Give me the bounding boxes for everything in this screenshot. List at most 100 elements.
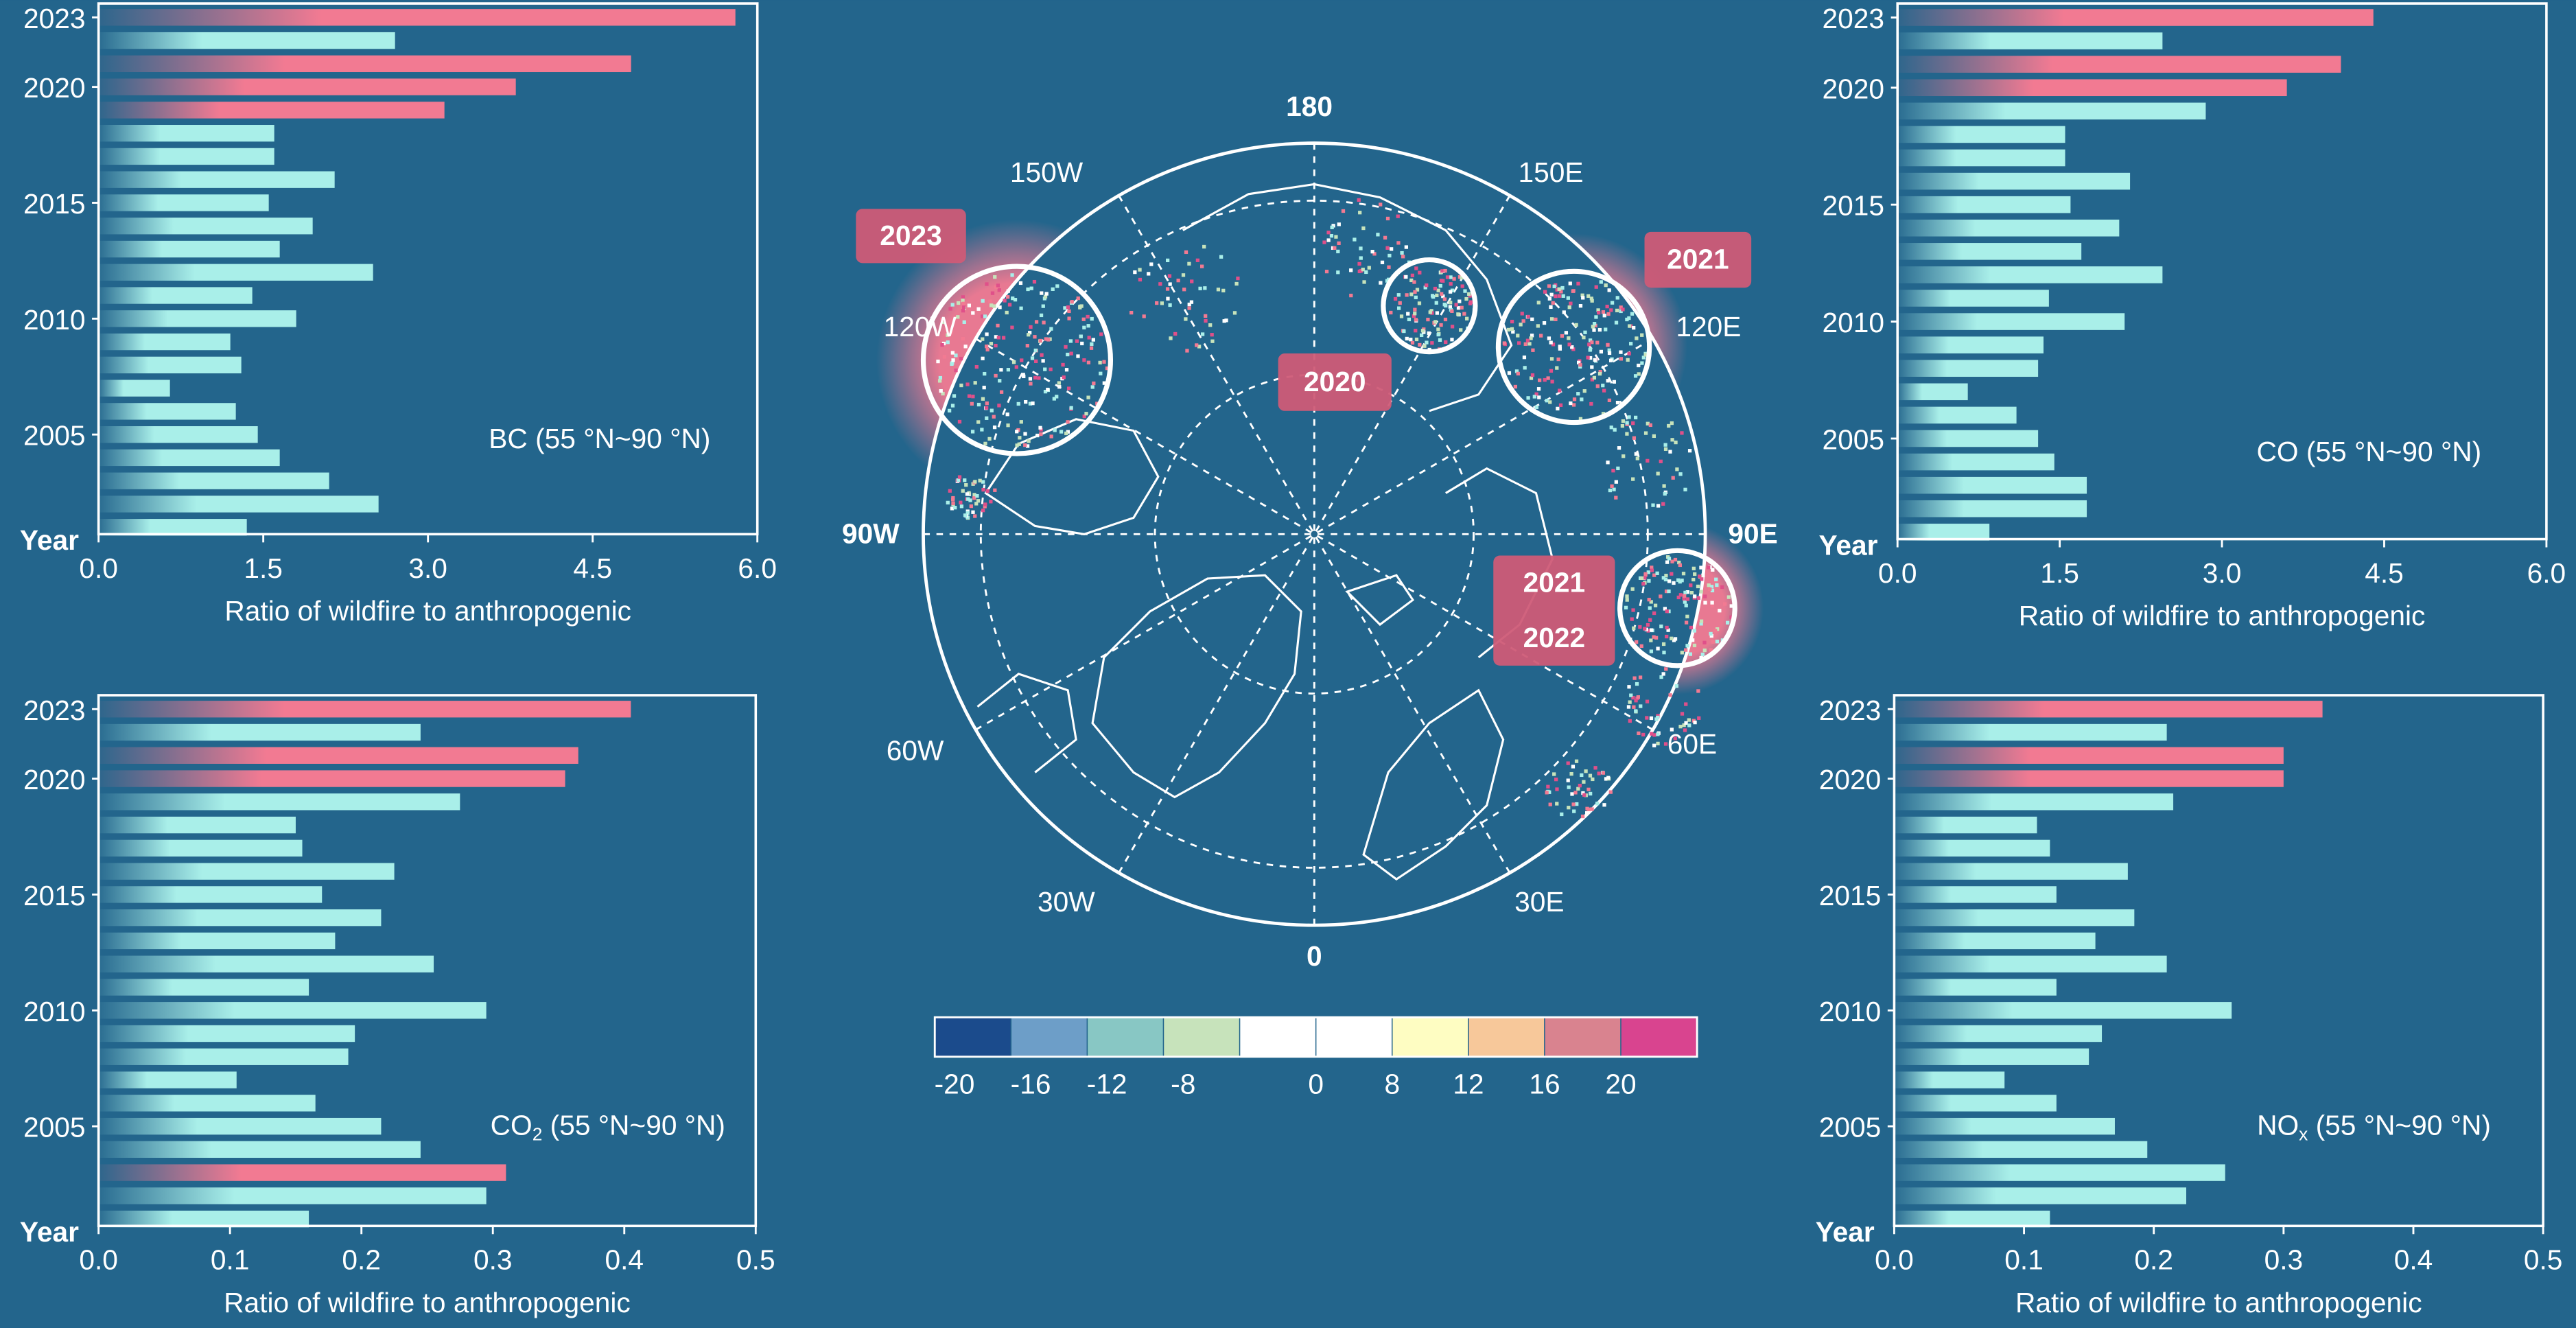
fire-pixel [1076,354,1080,358]
bar [1897,406,2017,424]
fire-pixel [1222,319,1226,323]
fire-pixel [981,299,985,303]
fire-pixel [1654,636,1659,640]
highlight-circle [1617,548,1737,668]
fire-pixel [1055,284,1059,288]
fire-pixel [1441,294,1445,299]
fire-pixel [1010,325,1014,329]
fire-pixel [1043,389,1048,394]
fire-pixel [1182,288,1186,292]
fire-pixel [1410,340,1415,345]
fire-pixel [1715,583,1719,587]
fire-pixel [1075,339,1079,343]
fire-pixel [1634,709,1638,713]
fire-pixel [1431,294,1436,299]
fire-pixel [1585,811,1589,815]
x-tick-label: 0.0 [79,552,118,584]
fire-pixel [1034,320,1039,324]
fire-pixel [1353,237,1357,242]
bar [1897,500,2087,517]
fire-pixel [1650,568,1654,572]
fire-pixel [1709,648,1713,652]
fire-pixel [938,375,943,380]
highlight-circle [1495,268,1652,426]
fire-pixel [1683,590,1687,595]
fire-pixel [1026,287,1030,292]
fire-pixel [1664,589,1669,594]
fire-pixel [1007,303,1012,307]
bar [1894,747,2284,764]
y-axis-label: Year [1816,1216,1875,1248]
annotation-subscript: 2 [532,1124,543,1145]
fire-pixel [1513,384,1517,389]
fire-pixel [985,489,990,493]
fire-pixel [1596,308,1600,312]
fire-pixel [1632,676,1637,680]
fire-pixel [1676,578,1681,582]
bar [98,1095,316,1112]
fire-pixel [1337,241,1341,246]
fire-pixel [982,386,986,390]
colorbar-tick-label: -16 [1011,1069,1051,1100]
fire-pixel [1407,317,1412,322]
fire-pixel [1545,399,1549,403]
fire-pixel [1404,245,1408,249]
fire-pixel [1102,360,1106,364]
fire-pixel [1449,275,1453,279]
fire-pixel [1595,384,1600,388]
fire-pixel [1683,728,1687,732]
fire-pixel [1434,301,1438,305]
bar [98,1141,421,1158]
fire-pixel [1599,280,1603,284]
fire-pixel [1038,426,1042,430]
fire-pixel [975,494,979,498]
fire-pixel [1413,307,1417,312]
fire-pixel [1069,406,1073,410]
meridian-label: 30W [1038,886,1095,918]
fire-pixel [1578,784,1582,788]
fire-pixel [1626,358,1630,362]
fire-pixel [1643,572,1648,576]
fire-pixel [1414,318,1418,322]
fire-pixel [1427,331,1431,336]
fire-pixel [1099,371,1103,375]
fire-pixel [1605,304,1609,309]
bar [98,472,329,489]
bar [98,403,236,420]
fire-pixel [1580,397,1584,401]
fire-pixel [1602,388,1606,393]
fire-pixel [1645,699,1650,703]
fire-pixel [1667,579,1672,583]
fire-pixel [1046,338,1051,342]
bar [1894,1164,2225,1181]
fire-pixel [1547,284,1552,288]
fire-pixel [1160,301,1164,305]
bar [1897,172,2131,190]
fire-pixel [983,441,987,445]
fire-pixel [1678,563,1683,568]
fire-pixel [1701,573,1705,577]
x-axis-label: Ratio of wildfire to anthropogenic [2015,1287,2422,1318]
fire-pixel [1549,357,1554,361]
fire-pixel [1208,323,1213,327]
fire-pixel [1202,244,1206,249]
fire-pixel [1166,296,1170,301]
fire-pixel [1456,306,1461,310]
fire-pixel [1530,317,1534,321]
fire-pixel [1448,305,1452,309]
fire-pixel [1639,576,1644,581]
fire-pixel [1620,423,1625,428]
fire-pixel [1460,275,1464,280]
fire-pixel [950,362,954,366]
x-tick-label: 0.3 [473,1244,513,1276]
bar [1897,196,2071,213]
fire-pixel [1663,577,1668,582]
fire-pixel [1460,284,1464,288]
fire-pixel [948,489,952,493]
fire-pixel [989,500,993,504]
fire-pixel [1621,419,1626,423]
fire-pixel [1440,269,1444,273]
fire-pixel [1671,476,1675,480]
fire-pixel [1616,466,1620,471]
fire-pixel [1599,349,1604,354]
